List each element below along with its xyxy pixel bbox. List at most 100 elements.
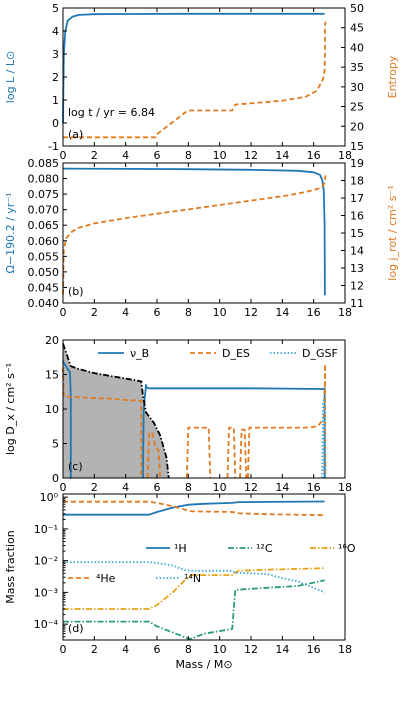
x-tick-label-d-7: 14 — [275, 643, 289, 656]
y-tick-label-d-0: 10⁻⁴ — [34, 618, 59, 631]
x-tick-label-a-6: 12 — [244, 149, 258, 162]
plot-frame-d — [62, 493, 346, 641]
y-tick-label-b-6: 0.070 — [28, 204, 60, 217]
x-tick-label-a-4: 8 — [185, 149, 192, 162]
y-tick-label-b-8: 0.080 — [28, 173, 60, 186]
x-tick-label-d-0: 0 — [60, 643, 67, 656]
x-tick-label-b-1: 2 — [91, 306, 98, 319]
x-tick-label-c-2: 4 — [122, 481, 129, 494]
x-tick-label-b-2: 4 — [122, 306, 129, 319]
y-tick-label-b-1: 0.045 — [28, 281, 60, 294]
x-tick-label-c-0: 0 — [60, 481, 67, 494]
legend-label-d-1: ¹²C — [256, 542, 273, 555]
y-tick-label-b-2: 0.050 — [28, 266, 60, 279]
y-tick-label-d-2: 10⁻² — [34, 555, 58, 568]
y-right-tick-label-b-1: 12 — [350, 280, 364, 293]
x-tick-label-b-4: 8 — [185, 306, 192, 319]
series-c-1-seg-5 — [247, 363, 327, 479]
panel-label-c: (c) — [68, 460, 83, 473]
series-d-4 — [63, 561, 325, 594]
x-tick-label-c-3: 6 — [154, 481, 161, 494]
panel-a: 0 2 4 6 8 10 12 14 16 18-10123451520253035404550l… — [4, 2, 399, 162]
y-tick-label-a-4: 3 — [52, 48, 59, 61]
y-tick-label-a-6: 5 — [52, 2, 59, 15]
y-tick-label-d-3: 10⁻¹ — [34, 523, 58, 536]
x-tick-label-c-9: 18 — [338, 481, 352, 494]
panel-d: 0 2 4 6 8 10 12 14 16 18 10⁻⁴ 10⁻³ 10⁻² 10⁻¹ 10⁰ Mass f… — [4, 491, 356, 671]
y-axis-title-right-a: Entropy — [386, 55, 399, 98]
y-right-tick-label-b-8: 19 — [350, 157, 364, 170]
y-right-tick-label-a-1: 20 — [350, 120, 364, 133]
panel-label-d: (d) — [68, 622, 84, 635]
y-tick-label-c-1: 5 — [52, 438, 59, 451]
y-axis-title-a: log L / L⊙ — [4, 51, 17, 103]
x-tick-label-c-1: 2 — [91, 481, 98, 494]
y-tick-label-b-3: 0.055 — [28, 250, 60, 263]
y-right-tick-label-a-3: 30 — [350, 81, 364, 94]
y-right-tick-label-b-6: 17 — [350, 192, 364, 205]
x-tick-label-d-3: 6 — [154, 643, 161, 656]
series-c-2-seg-0 — [321, 397, 327, 479]
y-right-tick-label-b-5: 16 — [350, 210, 364, 223]
series-c-1-seg-0 — [62, 367, 143, 478]
y-tick-label-a-5: 4 — [52, 25, 59, 38]
x-tick-label-b-8: 16 — [307, 306, 321, 319]
series-c-0-seg-1 — [142, 383, 326, 479]
x-tick-label-d-1: 2 — [91, 643, 98, 656]
y-tick-label-c-2: 10 — [45, 403, 59, 416]
x-tick-label-a-3: 6 — [154, 149, 161, 162]
y-axis-title-b: Ω−190.2 / yr⁻¹ — [4, 192, 17, 273]
x-tick-label-b-6: 12 — [244, 306, 258, 319]
x-tick-label-b-9: 18 — [338, 306, 352, 319]
series-c-1-seg-2 — [185, 426, 212, 479]
panel-label-a: (a) — [68, 128, 83, 141]
x-tick-label-d-4: 8 — [185, 643, 192, 656]
x-tick-label-b-0: 0 — [60, 306, 67, 319]
y-tick-label-b-4: 0.060 — [28, 235, 60, 248]
x-tick-label-d-6: 12 — [244, 643, 258, 656]
x-tick-label-a-1: 2 — [91, 149, 98, 162]
y-right-tick-label-a-0: 15 — [350, 140, 364, 153]
y-axis-title-right-b: log j_rot / cm² s⁻¹ — [386, 185, 399, 280]
shaded-region-c — [63, 343, 169, 478]
plot-frame-b — [62, 162, 346, 304]
x-tick-label-a-7: 14 — [275, 149, 289, 162]
y-right-tick-label-b-0: 11 — [350, 297, 364, 310]
y-tick-label-b-7: 0.075 — [28, 188, 60, 201]
x-tick-label-b-7: 14 — [275, 306, 289, 319]
y-axis-title-d: Mass fraction — [4, 530, 17, 603]
series-a-1 — [63, 21, 327, 139]
y-right-tick-label-a-5: 40 — [350, 41, 364, 54]
x-tick-label-a-9: 18 — [338, 149, 352, 162]
series-c-3-seg-0 — [62, 343, 170, 479]
y-right-tick-label-a-2: 25 — [350, 101, 364, 114]
legend-label-d-4: ¹⁴N — [184, 572, 201, 585]
y-right-tick-label-a-7: 50 — [350, 2, 364, 15]
x-tick-label-d-8: 16 — [307, 643, 321, 656]
x-tick-label-a-2: 4 — [122, 149, 129, 162]
series-c-1-seg-3 — [226, 426, 237, 479]
x-tick-label-c-6: 12 — [244, 481, 258, 494]
y-right-tick-label-b-7: 18 — [350, 175, 364, 188]
panel-label-b: (b) — [68, 285, 84, 298]
x-tick-label-a-5: 10 — [213, 149, 227, 162]
series-c-1-seg-4 — [239, 428, 248, 479]
x-tick-label-c-7: 14 — [275, 481, 289, 494]
y-tick-label-c-0: 0 — [52, 472, 59, 485]
series-b-1 — [62, 175, 327, 295]
plot-frame-a — [62, 7, 346, 147]
x-tick-label-b-5: 10 — [213, 306, 227, 319]
y-tick-label-b-9: 0.085 — [28, 157, 60, 170]
legend-label-c-1: D_ES — [222, 347, 250, 360]
series-d-3 — [63, 500, 325, 517]
y-tick-label-a-0: -1 — [48, 140, 59, 153]
x-tick-label-a-0: 0 — [60, 149, 67, 162]
y-right-tick-label-a-4: 35 — [350, 61, 364, 74]
x-tick-label-c-4: 8 — [185, 481, 192, 494]
x-tick-label-c-8: 16 — [307, 481, 321, 494]
x-tick-label-a-8: 16 — [307, 149, 321, 162]
y-tick-label-a-2: 1 — [52, 94, 59, 107]
y-right-tick-label-b-3: 14 — [350, 245, 364, 258]
y-tick-label-a-1: 0 — [52, 117, 59, 130]
